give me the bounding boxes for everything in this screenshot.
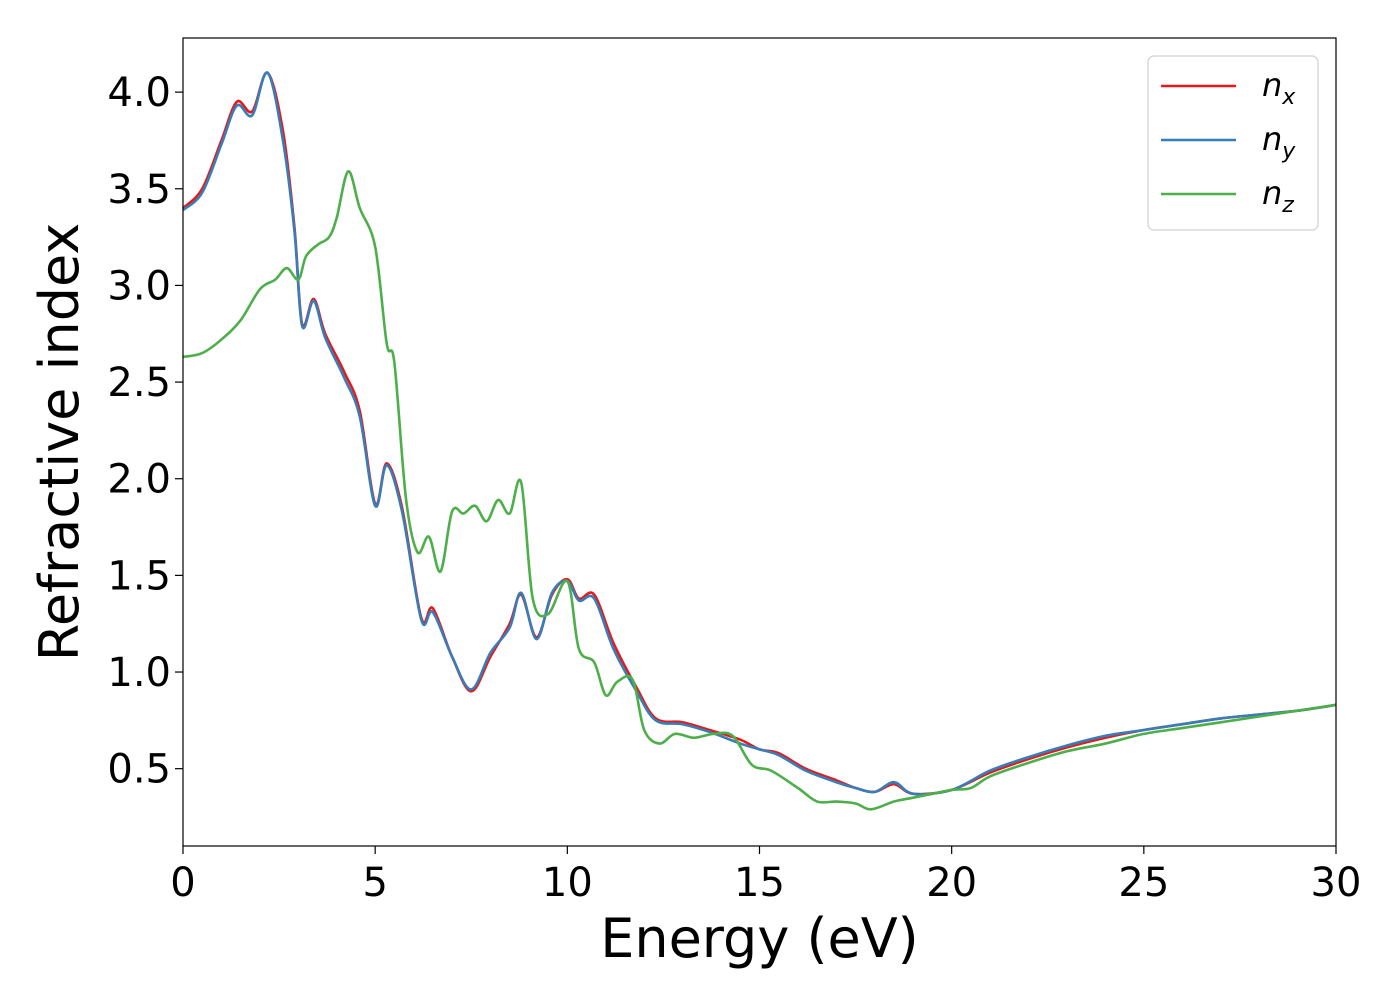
legend-label-y: ny xyxy=(1262,120,1296,164)
legend: nx ny nz xyxy=(1147,55,1319,231)
y-tick-label: 1.0 xyxy=(107,650,171,696)
y-tick-label: 0.5 xyxy=(107,747,171,793)
plot-lines xyxy=(182,71,1337,811)
x-tick-label: 20 xyxy=(926,860,977,906)
x-tick-label: 25 xyxy=(1118,860,1169,906)
x-tick-label: 30 xyxy=(1311,860,1362,906)
y-axis: 0.5 1.0 1.5 2.0 2.5 3.0 3.5 4.0 xyxy=(107,70,183,793)
x-tick-label: 15 xyxy=(734,860,785,906)
x-axis: 0 5 10 15 20 25 30 xyxy=(170,846,1361,906)
x-tick-label: 10 xyxy=(542,860,593,906)
legend-box xyxy=(1147,55,1319,231)
legend-label-z: nz xyxy=(1262,174,1294,218)
x-tick-label: 5 xyxy=(362,860,387,906)
y-tick-label: 2.0 xyxy=(107,457,171,503)
series-line-z xyxy=(182,170,1337,811)
y-tick-label: 4.0 xyxy=(107,70,171,116)
y-tick-label: 1.5 xyxy=(107,553,171,599)
x-tick-label: 0 xyxy=(170,860,195,906)
y-tick-label: 2.5 xyxy=(107,360,171,406)
x-axis-label: Energy (eV) xyxy=(600,907,919,970)
y-axis-label: Refractive index xyxy=(28,223,91,662)
y-tick-label: 3.5 xyxy=(107,167,171,213)
y-tick-label: 3.0 xyxy=(107,263,171,309)
legend-label-x: nx xyxy=(1262,66,1296,110)
series-line-y xyxy=(182,71,1337,796)
